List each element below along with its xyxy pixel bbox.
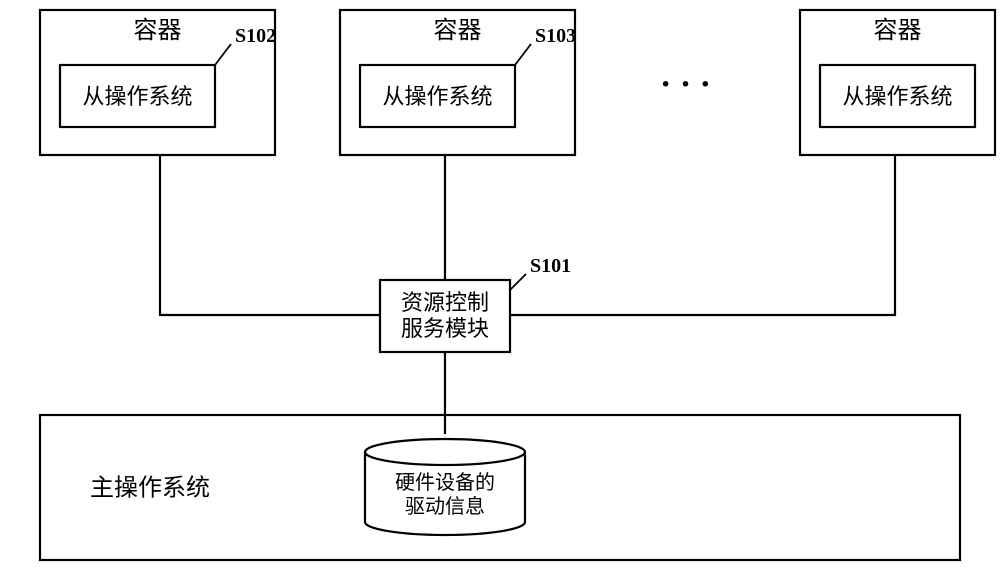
ref-label: S103	[535, 25, 576, 47]
container-title: 容器	[874, 17, 922, 44]
ref-label: S101	[530, 255, 571, 277]
cylinder-line1: 硬件设备的	[395, 471, 495, 494]
guest-os-label: 从操作系统	[382, 84, 492, 109]
cylinder-line2: 驱动信息	[405, 495, 485, 518]
ref-label: S102	[235, 25, 276, 47]
ref-leader	[515, 44, 531, 65]
host-os-label: 主操作系统	[90, 475, 210, 502]
connector-line	[160, 155, 380, 315]
container-title: 容器	[434, 17, 482, 44]
guest-os-label: 从操作系统	[842, 84, 952, 109]
connector-line	[510, 155, 895, 315]
ref-leader	[510, 274, 526, 290]
module-line1: 资源控制	[401, 290, 489, 315]
ellipsis-dots: · · ·	[660, 66, 711, 103]
ref-leader	[215, 44, 231, 65]
module-line2: 服务模块	[401, 316, 489, 341]
container-title: 容器	[134, 17, 182, 44]
guest-os-label: 从操作系统	[82, 84, 192, 109]
